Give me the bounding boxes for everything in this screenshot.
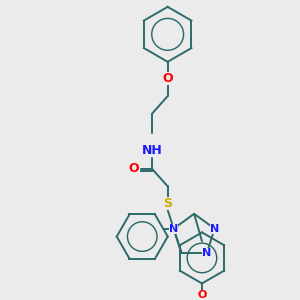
Text: N: N xyxy=(210,224,219,234)
Text: NH: NH xyxy=(142,144,162,157)
Text: O: O xyxy=(128,162,139,175)
Text: S: S xyxy=(163,197,172,211)
Text: N: N xyxy=(202,248,212,258)
Text: O: O xyxy=(197,290,207,300)
Text: O: O xyxy=(162,72,173,85)
Text: N: N xyxy=(169,224,178,234)
